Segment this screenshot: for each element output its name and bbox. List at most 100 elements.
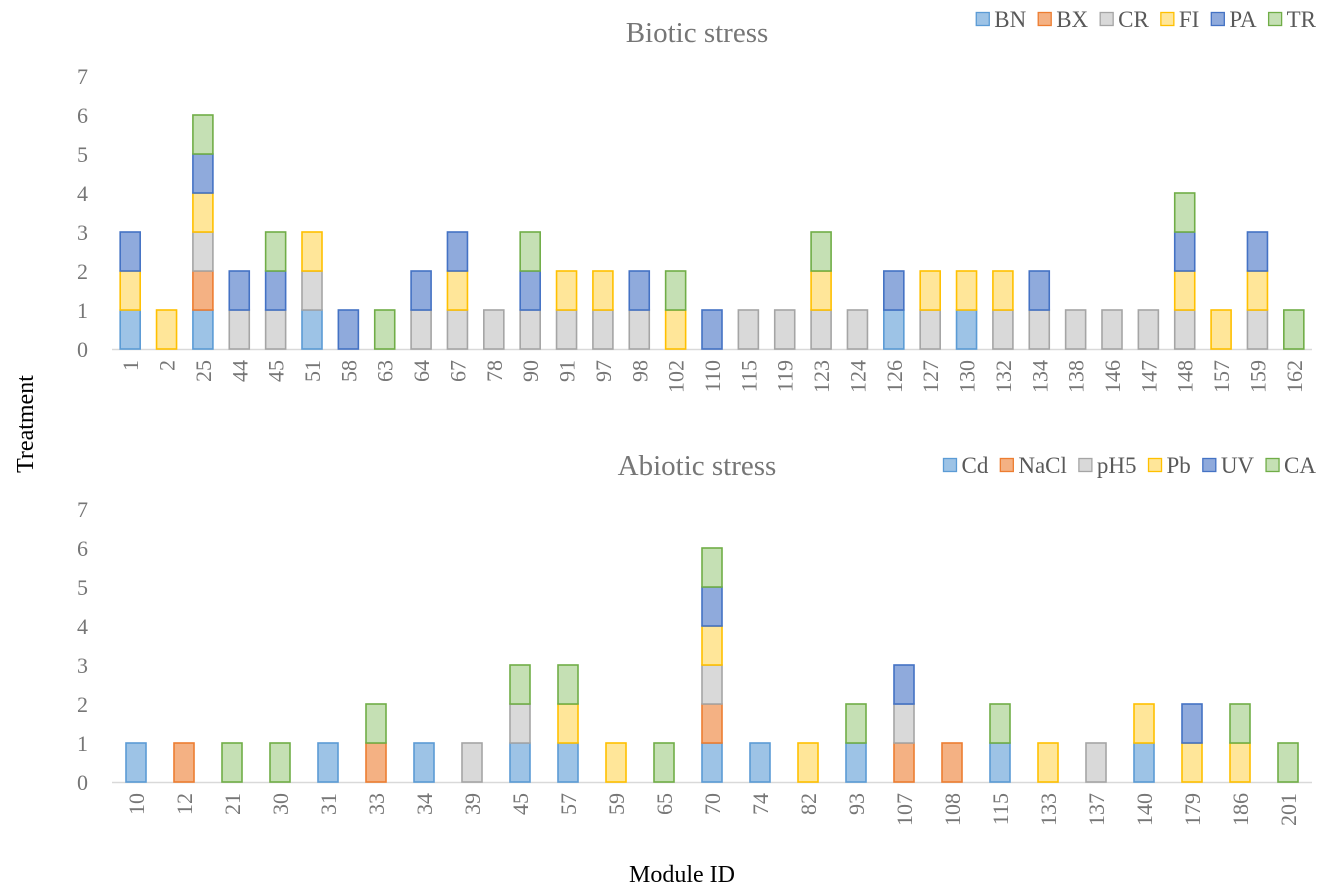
abiotic-bar-segment-ph5 xyxy=(509,703,531,744)
biotic-bar-segment-cr xyxy=(446,309,469,350)
abiotic-bar-segment-pb xyxy=(797,742,819,783)
biotic-x-tick-label: 126 xyxy=(882,360,907,393)
abiotic-y-tick-label: 5 xyxy=(77,575,88,600)
biotic-x-tick-label: 2 xyxy=(155,360,180,371)
biotic-bar-segment-pa xyxy=(519,270,541,311)
biotic-bar-segment-fi xyxy=(301,231,323,272)
abiotic-x-tick-label: 140 xyxy=(1132,793,1157,826)
abiotic-bar-segment-ph5 xyxy=(1085,742,1107,783)
biotic-bar-segment-fi xyxy=(810,270,832,311)
abiotic-legend-swatch-ph5 xyxy=(1078,457,1093,473)
biotic-bar-segment-pa xyxy=(1246,231,1269,272)
biotic-bar-segment-bn xyxy=(192,309,214,350)
abiotic-legend-label-pb: Pb xyxy=(1167,453,1191,478)
abiotic-y-tick-label: 0 xyxy=(77,770,88,795)
biotic-bar-segment-cr xyxy=(773,309,796,350)
biotic-bar-segment-cr xyxy=(1137,309,1160,350)
abiotic-legend-swatch-ca xyxy=(1265,457,1280,473)
abiotic-bar-segment-ca xyxy=(365,703,387,744)
abiotic-bar-segment-pb xyxy=(1133,703,1155,744)
abiotic-bar-segment-pb xyxy=(1037,742,1059,783)
biotic-bar-segment-tr xyxy=(1283,309,1305,350)
abiotic-x-tick-label: 65 xyxy=(652,793,677,815)
abiotic-bar-segment-pb xyxy=(557,703,579,744)
abiotic-bar-segment-nacl xyxy=(941,742,963,783)
abiotic-bar-segment-uv xyxy=(701,586,723,627)
biotic-x-tick-label: 119 xyxy=(773,360,798,392)
biotic-bar-segment-cr xyxy=(846,309,869,350)
biotic-bar-segment-fi xyxy=(446,270,469,311)
biotic-x-tick-label: 124 xyxy=(845,360,870,393)
abiotic-x-tick-label: 57 xyxy=(556,793,581,815)
biotic-bar-segment-fi xyxy=(664,309,687,350)
biotic-y-tick-label: 6 xyxy=(77,103,88,128)
abiotic-x-tick-label: 12 xyxy=(172,793,197,815)
abiotic-bar-segment-uv xyxy=(1181,703,1203,744)
abiotic-bar-segment-cd xyxy=(749,742,771,783)
biotic-bar-segment-cr xyxy=(1101,309,1123,350)
abiotic-bar-segment-cd xyxy=(1133,742,1155,783)
biotic-bar-segment-pa xyxy=(119,231,141,272)
biotic-bar-segment-tr xyxy=(373,309,396,350)
biotic-bar-segment-tr xyxy=(664,270,687,311)
biotic-bar-segment-tr xyxy=(1173,192,1196,233)
biotic-x-tick-label: 1 xyxy=(118,360,143,371)
biotic-x-tick-label: 157 xyxy=(1209,360,1234,393)
biotic-bar-segment-cr xyxy=(992,309,1014,350)
abiotic-bar-segment-cd xyxy=(845,742,867,783)
biotic-x-tick-label: 58 xyxy=(336,360,361,382)
biotic-bar-segment-fi xyxy=(1210,309,1232,350)
abiotic-bar-segment-nacl xyxy=(173,742,195,783)
abiotic-y-tick-label: 3 xyxy=(77,653,88,678)
abiotic-x-tick-label: 59 xyxy=(604,793,629,815)
abiotic-y-tick-label: 4 xyxy=(77,614,88,639)
biotic-bar-segment-fi xyxy=(119,270,141,311)
abiotic-legend-label-ca: CA xyxy=(1284,453,1316,478)
biotic-bar-segment-bx xyxy=(192,270,214,311)
biotic-x-tick-label: 148 xyxy=(1173,360,1198,393)
biotic-bar-segment-fi xyxy=(155,309,178,350)
biotic-x-tick-label: 97 xyxy=(591,360,616,382)
biotic-legend-label-tr: TR xyxy=(1287,7,1317,32)
abiotic-x-tick-label: 70 xyxy=(700,793,725,815)
abiotic-x-tick-label: 186 xyxy=(1228,793,1253,826)
abiotic-bar-segment-ca xyxy=(221,742,243,783)
biotic-x-tick-label: 64 xyxy=(409,360,434,382)
abiotic-bar-segment-nacl xyxy=(893,742,915,783)
biotic-y-tick-label: 5 xyxy=(77,142,88,167)
abiotic-y-tick-label: 6 xyxy=(77,536,88,561)
biotic-bar-segment-cr xyxy=(1028,309,1051,350)
biotic-bar-segment-fi xyxy=(1246,270,1269,311)
biotic-x-tick-label: 67 xyxy=(445,360,470,382)
biotic-bar-segment-cr xyxy=(810,309,832,350)
biotic-x-tick-label: 44 xyxy=(227,360,252,382)
abiotic-y-tick-label: 1 xyxy=(77,731,88,756)
abiotic-bar-segment-pb xyxy=(701,625,723,666)
biotic-x-tick-label: 25 xyxy=(191,360,216,382)
biotic-bar-segment-pa xyxy=(228,270,251,311)
abiotic-x-tick-label: 21 xyxy=(220,793,245,815)
biotic-bar-segment-bn xyxy=(883,309,905,350)
biotic-bar-segment-fi xyxy=(192,192,214,233)
biotic-legend-swatch-bn xyxy=(975,11,990,27)
abiotic-bar-segment-pb xyxy=(605,742,627,783)
biotic-bar-segment-tr xyxy=(519,231,541,272)
abiotic-bar-segment-cd xyxy=(413,742,435,783)
biotic-bar-segment-cr xyxy=(301,270,323,311)
abiotic-bar-segment-ca xyxy=(1277,742,1299,783)
biotic-bar-segment-fi xyxy=(555,270,578,311)
abiotic-bar-segment-ca xyxy=(1229,703,1251,744)
abiotic-bar-segment-cd xyxy=(701,742,723,783)
biotic-bar-segment-cr xyxy=(519,309,541,350)
abiotic-bar-segment-pb xyxy=(1181,742,1203,783)
abiotic-bar-segment-ca xyxy=(653,742,675,783)
abiotic-bar-segment-cd xyxy=(317,742,339,783)
biotic-legend-swatch-cr xyxy=(1099,11,1114,27)
biotic-bar-segment-cr xyxy=(1064,309,1087,350)
abiotic-bar-segment-cd xyxy=(125,742,147,783)
biotic-x-tick-label: 159 xyxy=(1245,360,1270,393)
abiotic-x-tick-label: 133 xyxy=(1036,793,1061,826)
biotic-legend-label-cr: CR xyxy=(1118,7,1149,32)
biotic-bar-segment-fi xyxy=(592,270,614,311)
biotic-y-tick-label: 2 xyxy=(77,259,88,284)
